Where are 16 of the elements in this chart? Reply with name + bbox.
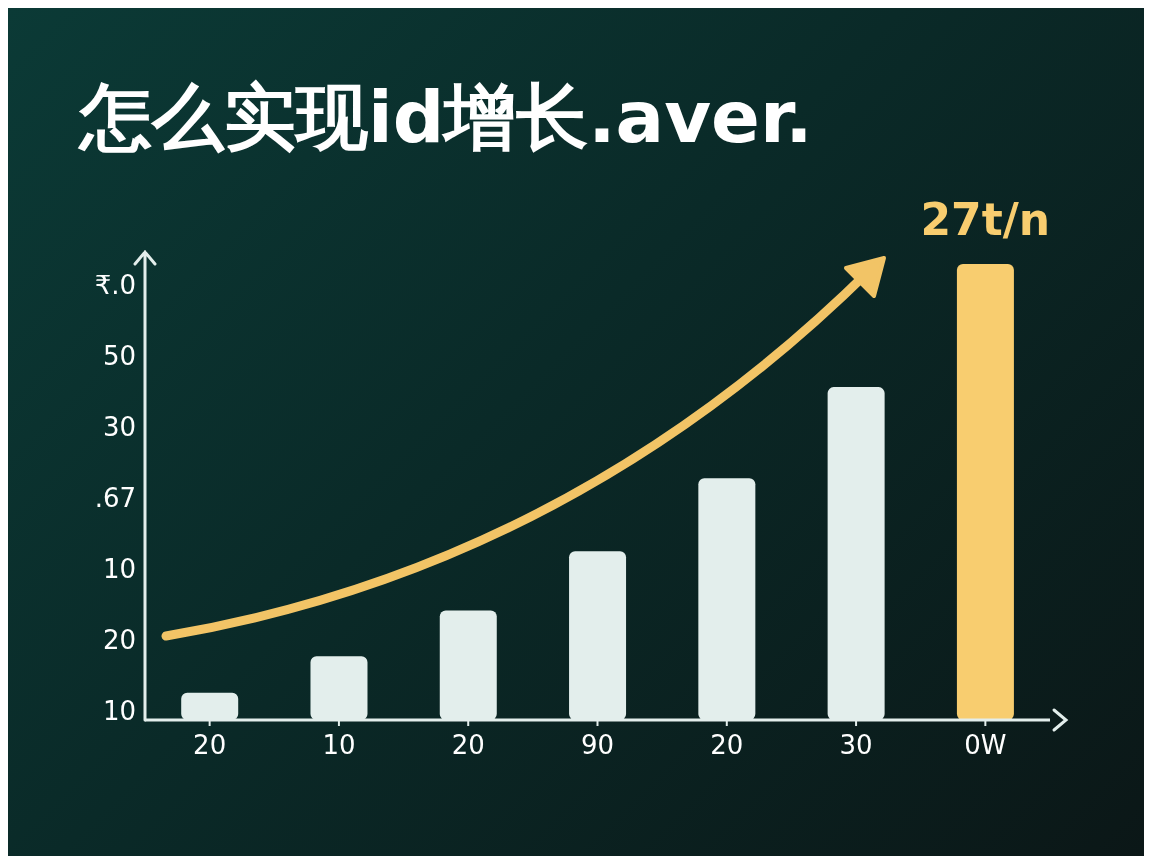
text: 30: [102, 412, 136, 442]
x-tick-label: 20: [710, 730, 744, 761]
chart-title: 怎么实现id增长.aver.: [80, 74, 813, 161]
x-tick-label: 10: [322, 730, 356, 761]
text: ₹.0: [94, 270, 136, 300]
x-tick-label: 20: [451, 730, 485, 761]
text: .67: [94, 483, 136, 513]
x-tick-label: 20: [193, 730, 227, 761]
x-tick-label: 0W: [964, 730, 1007, 761]
annotation: 27t/n: [919, 194, 1052, 245]
x-tick-label: 90: [580, 730, 615, 761]
text: 20: [102, 625, 136, 655]
text: 50: [102, 341, 136, 371]
x-tick-label: 30: [839, 730, 873, 761]
text: 10: [102, 554, 136, 584]
text: 10: [102, 696, 136, 726]
